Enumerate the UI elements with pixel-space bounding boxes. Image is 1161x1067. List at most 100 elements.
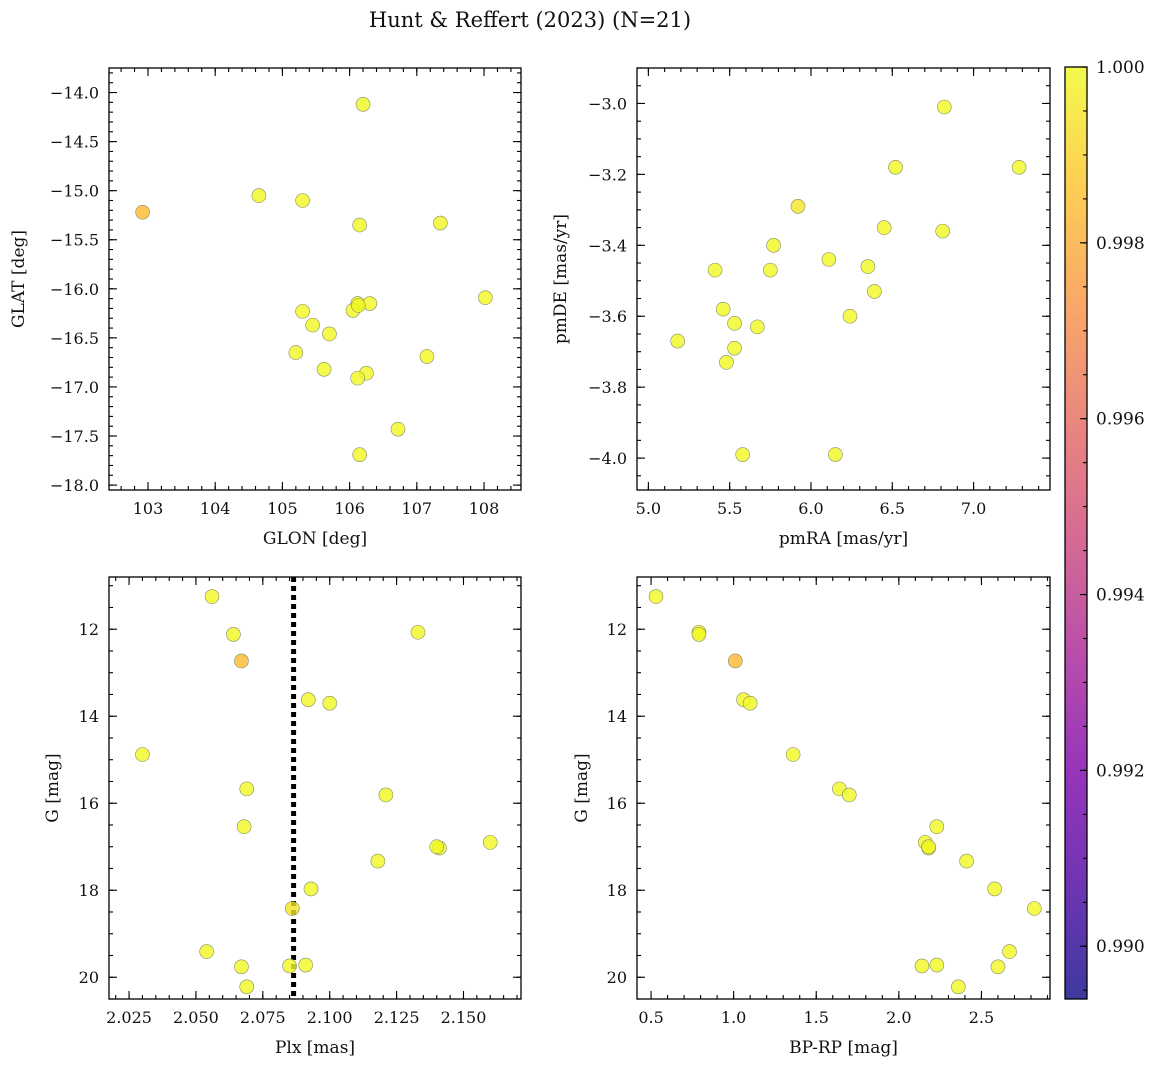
scatter-point bbox=[876, 220, 892, 235]
scatter-point bbox=[727, 653, 743, 669]
scatter-point bbox=[378, 787, 394, 803]
scatter-point bbox=[691, 627, 707, 642]
x-tick-label: 5.5 bbox=[717, 499, 742, 518]
scatter-point bbox=[234, 959, 249, 975]
x-tick-label: 103 bbox=[133, 499, 164, 518]
scatter-point bbox=[135, 204, 150, 220]
colorbar-tick-label: 0.998 bbox=[1096, 234, 1145, 254]
axes-frame bbox=[108, 576, 522, 1000]
y-tick-label: −17.0 bbox=[50, 378, 99, 397]
y-tick-label: −17.5 bbox=[50, 427, 99, 446]
scatter-point bbox=[742, 695, 758, 711]
scatter-point bbox=[350, 370, 365, 386]
panel-plx-g: 2.025 2.050 2.075 2.100 2.125 2.150 12 14 16 18 20… bbox=[43, 576, 522, 1058]
colorbar-frame bbox=[1064, 66, 1088, 1000]
scatter-point bbox=[648, 589, 664, 604]
scatter-point bbox=[987, 881, 1002, 897]
y-tick-label: −3.4 bbox=[588, 236, 627, 255]
y-tick-label: −18.0 bbox=[50, 476, 99, 495]
y-tick-label: −16.5 bbox=[50, 329, 99, 348]
scatter-point bbox=[239, 781, 255, 797]
x-tick-label: 0.5 bbox=[638, 1008, 663, 1027]
scatter-point bbox=[419, 349, 435, 364]
y-tick-label: −16.0 bbox=[50, 280, 99, 299]
points bbox=[135, 97, 493, 462]
axes-frame bbox=[636, 67, 1051, 491]
scatter-point bbox=[305, 317, 320, 333]
scatter-point bbox=[1011, 159, 1027, 175]
minor-ticks bbox=[109, 68, 521, 490]
scatter-point bbox=[842, 308, 858, 324]
colorbar-tick-label: 0.994 bbox=[1096, 586, 1145, 606]
scatter-point bbox=[239, 979, 255, 995]
x-axis-label: Plx [mas] bbox=[275, 1038, 355, 1058]
panel-glon-glat: 103 104 105 106 107 108 −18.0 −17.5 −17.0 −16.5 −1… bbox=[9, 67, 522, 549]
y-axis-label: G [mag] bbox=[43, 753, 63, 822]
minor-ticks bbox=[109, 577, 521, 1000]
scatter-point bbox=[929, 957, 945, 973]
y-tick-label: 12 bbox=[79, 620, 99, 639]
scatter-point bbox=[226, 627, 241, 642]
scatter-point bbox=[719, 355, 734, 370]
x-tick-label: 2.150 bbox=[441, 1008, 487, 1027]
y-axis-label: G [mag] bbox=[572, 753, 592, 822]
y-tick-label: 16 bbox=[79, 794, 99, 813]
colorbar-tick-label: 0.992 bbox=[1096, 761, 1145, 781]
scatter-point bbox=[821, 252, 837, 267]
scatter-point bbox=[352, 447, 367, 462]
scatter-point bbox=[715, 301, 731, 317]
y-axis-label: GLAT [deg] bbox=[9, 230, 29, 328]
scatter-point bbox=[785, 747, 801, 762]
scatter-point bbox=[429, 839, 445, 855]
x-axis-label: pmRA [mas/yr] bbox=[779, 529, 908, 549]
scatter-point bbox=[322, 695, 338, 711]
scatter-point bbox=[1002, 944, 1017, 959]
y-tick-label: 18 bbox=[79, 881, 99, 900]
scatter-point bbox=[929, 819, 945, 835]
scatter-point bbox=[236, 819, 252, 835]
scatter-point bbox=[867, 284, 882, 299]
y-tick-label: −14.5 bbox=[50, 133, 99, 152]
scatter-point bbox=[763, 262, 778, 278]
minor-ticks bbox=[637, 67, 1050, 490]
scatter-point bbox=[322, 326, 337, 342]
x-tick-label: 2.075 bbox=[240, 1008, 286, 1027]
scatter-point bbox=[935, 223, 950, 239]
colorbar-gradient bbox=[1065, 67, 1087, 999]
y-tick-label: −14.0 bbox=[50, 84, 99, 103]
y-tick-label: −3.2 bbox=[588, 165, 627, 184]
scatter-point bbox=[727, 316, 742, 331]
scatter-point bbox=[352, 217, 367, 233]
x-tick-label: 2.025 bbox=[106, 1008, 152, 1027]
x-tick-label: 105 bbox=[267, 499, 298, 518]
scatter-point bbox=[370, 853, 386, 869]
y-tick-label: 18 bbox=[607, 881, 627, 900]
scatter-point bbox=[790, 199, 806, 214]
y-tick-label: 12 bbox=[607, 620, 627, 639]
x-tick-label: 6.5 bbox=[880, 499, 905, 518]
points bbox=[648, 589, 1042, 995]
x-tick-label: 1.0 bbox=[721, 1008, 746, 1027]
scatter-point bbox=[735, 447, 750, 462]
scatter-point bbox=[316, 361, 332, 377]
scatter-point bbox=[921, 839, 936, 855]
scatter-point bbox=[990, 959, 1006, 975]
colorbar: 0.990 0.992 0.994 0.996 0.998 1.000 bbox=[1064, 58, 1145, 1000]
x-tick-label: 104 bbox=[200, 499, 231, 518]
scatter-point bbox=[750, 319, 765, 335]
y-tick-label: 14 bbox=[607, 707, 627, 726]
axes-frame bbox=[108, 67, 522, 491]
scatter-point bbox=[295, 193, 310, 208]
points bbox=[670, 99, 1027, 462]
scatter-point bbox=[204, 589, 220, 604]
y-tick-label: 20 bbox=[79, 968, 99, 987]
scatter-point bbox=[707, 262, 723, 278]
y-tick-label: −3.0 bbox=[588, 94, 627, 113]
scatter-point bbox=[766, 238, 781, 253]
x-tick-label: 2.125 bbox=[374, 1008, 420, 1027]
x-tick-label: 106 bbox=[334, 499, 365, 518]
panel-bprp-g: 0.5 1.0 1.5 2.0 2.5 12 14 16 18 20 BP-RP [mag] G [m… bbox=[572, 576, 1051, 1058]
y-tick-label: 16 bbox=[607, 794, 627, 813]
axes-frame bbox=[636, 576, 1051, 1000]
